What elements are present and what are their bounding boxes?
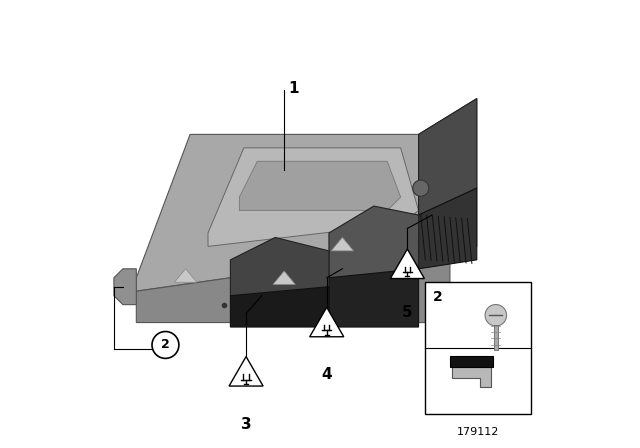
Polygon shape <box>230 287 329 327</box>
Polygon shape <box>332 237 354 251</box>
Polygon shape <box>419 188 477 269</box>
Polygon shape <box>229 357 263 386</box>
Text: 1: 1 <box>289 81 299 95</box>
Polygon shape <box>136 134 450 291</box>
Polygon shape <box>136 246 450 323</box>
Polygon shape <box>175 269 197 282</box>
Polygon shape <box>452 367 492 387</box>
Circle shape <box>485 305 507 326</box>
Text: 179112: 179112 <box>457 427 499 437</box>
Polygon shape <box>419 99 477 246</box>
Text: 2: 2 <box>161 338 170 352</box>
Circle shape <box>413 180 429 196</box>
Polygon shape <box>329 206 419 278</box>
Polygon shape <box>310 307 344 337</box>
Polygon shape <box>230 237 329 296</box>
Polygon shape <box>449 357 493 367</box>
Text: 2: 2 <box>433 290 443 304</box>
Circle shape <box>152 332 179 358</box>
Bar <box>425 282 531 414</box>
Polygon shape <box>419 99 477 215</box>
Text: 3: 3 <box>241 417 252 431</box>
Polygon shape <box>114 269 136 305</box>
Polygon shape <box>208 148 419 246</box>
Polygon shape <box>390 249 424 279</box>
Bar <box>493 325 498 350</box>
Polygon shape <box>329 269 419 327</box>
Polygon shape <box>239 161 401 211</box>
Text: 5: 5 <box>402 305 413 319</box>
Text: 4: 4 <box>321 367 332 382</box>
Polygon shape <box>273 271 296 284</box>
